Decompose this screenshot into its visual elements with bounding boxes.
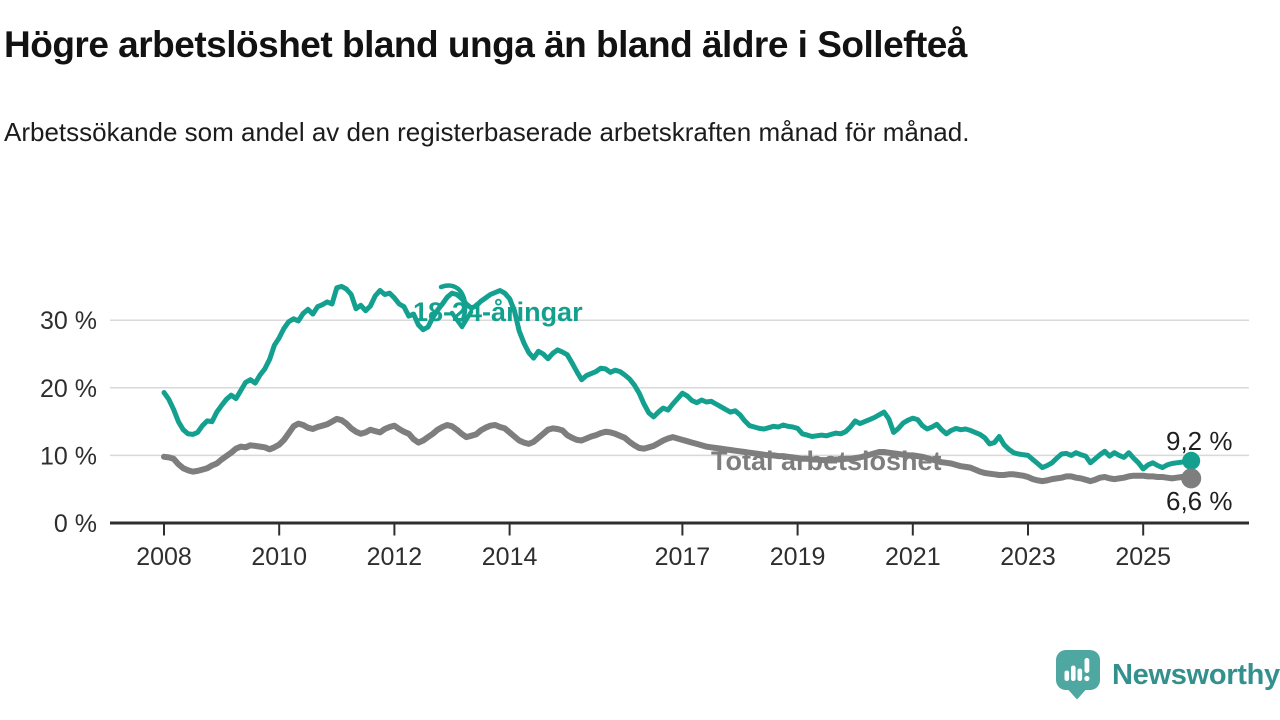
series-end-dot <box>1182 451 1201 470</box>
x-axis-tick-label: 2019 <box>770 543 826 571</box>
value-label-total: 6,6 % <box>1166 486 1233 516</box>
newsworthy-bar-chart-bubble-icon <box>1056 650 1101 700</box>
x-axis-tick-label: 2014 <box>482 543 538 571</box>
chart-layers: 0 % 10 % 20 % 30 % 2008 2010 2012 2014 2017 2019 2… <box>40 283 1249 571</box>
series-line <box>161 283 1194 472</box>
y-axis-tick-label: 30 % <box>40 307 97 335</box>
newsworthy-logo: Newsworthy <box>1056 650 1280 700</box>
x-axis-tick-label: 2010 <box>251 543 307 571</box>
y-axis-tick-label: 10 % <box>40 442 97 470</box>
series-end-dot <box>1181 468 1202 489</box>
x-axis-tick-label: 2021 <box>885 543 941 571</box>
line-chart: 0 % 10 % 20 % 30 % 2008 2010 2012 2014 2017 2019 2… <box>40 283 1249 571</box>
y-axis-tick-label: 0 % <box>54 510 97 538</box>
newsworthy-logo-text: Newsworthy <box>1112 658 1280 691</box>
x-axis-tick-label: 2012 <box>367 543 423 571</box>
x-axis-tick-label: 2008 <box>136 543 192 571</box>
chart-title: Högre arbetslöshet bland unga än bland ä… <box>4 24 967 65</box>
label-arrow-icon <box>438 283 474 330</box>
series-label-total: Total arbetslöshet <box>711 446 942 476</box>
series-label-young: 18-24-åringar <box>413 297 583 327</box>
y-axis-tick-label: 20 % <box>40 375 97 403</box>
chart-subtitle: Arbetssökande som andel av den registerb… <box>4 117 970 147</box>
series-line <box>161 415 1195 485</box>
x-axis-tick-label: 2017 <box>655 543 711 571</box>
x-axis-tick-label: 2025 <box>1115 543 1171 571</box>
x-axis-tick-label: 2023 <box>1000 543 1056 571</box>
value-label-young: 9,2 % <box>1166 426 1233 456</box>
